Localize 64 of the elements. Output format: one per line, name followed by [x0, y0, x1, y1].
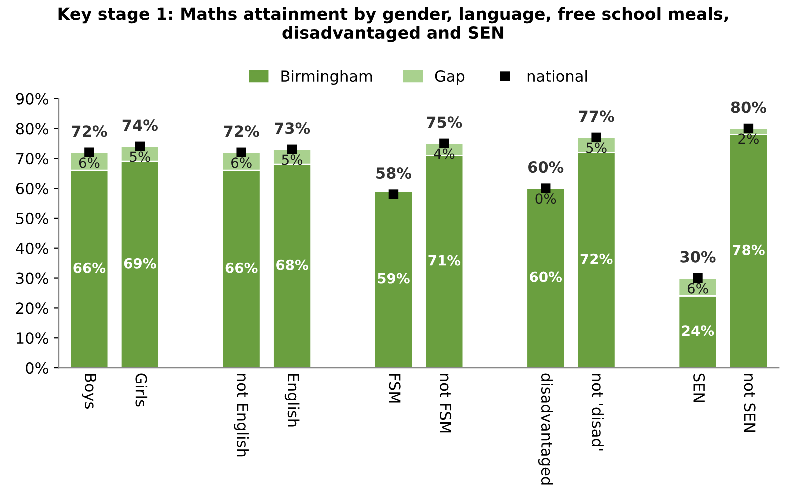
data-label: 60%	[528, 162, 564, 174]
data-label: 71%	[428, 255, 461, 266]
y-tick-label: 10%	[17, 332, 48, 344]
y-tick-label: 30%	[16, 272, 48, 284]
point	[388, 190, 399, 200]
data-label: 78%	[733, 244, 765, 256]
x-tick-label: not English	[234, 374, 249, 457]
y-tick-label: 40%	[16, 242, 48, 254]
x-tick-label: FSM	[389, 374, 401, 403]
y-tick-label: 70%	[16, 153, 48, 165]
y-tick-label: 20%	[16, 302, 48, 314]
data-label: 72%	[580, 254, 613, 264]
data-label: 30%	[680, 251, 716, 263]
legend-label: national	[528, 70, 588, 82]
bar	[526, 188, 566, 368]
data-label: 69%	[124, 258, 156, 269]
data-label: 74%	[122, 120, 158, 132]
y-tick-label: 50%	[16, 212, 48, 224]
data-label: 5%	[586, 142, 607, 154]
point	[135, 142, 146, 152]
y-tick-label: 90%	[16, 93, 48, 105]
data-label: 58%	[376, 168, 412, 180]
data-label: 66%	[226, 262, 258, 274]
legend-label: Gap	[435, 70, 465, 86]
y-tick-label: 60%	[16, 183, 48, 195]
x-tick-label: English	[284, 374, 300, 427]
x-tick-label: Girls	[136, 374, 148, 407]
x-tick-label: not SEN	[744, 374, 756, 432]
chart-title: Key stage 1: Maths attainment by gender, language, free school meals, disadvantaged and SEN	[58, 7, 728, 42]
x-tick-label: Boys	[82, 374, 96, 409]
x-tick-label: not FSM	[440, 374, 452, 433]
point	[440, 138, 450, 149]
data-label: 2%	[738, 134, 759, 144]
data-label: 5%	[282, 154, 303, 166]
point	[236, 148, 246, 158]
data-label: 75%	[427, 116, 462, 128]
data-label: 5%	[130, 152, 150, 162]
point	[84, 148, 94, 158]
x-tick-label: disadvantaged	[538, 374, 554, 485]
data-label: 80%	[731, 102, 766, 114]
data-label: 6%	[79, 158, 100, 168]
data-label: 6%	[688, 283, 708, 294]
data-label: 24%	[682, 326, 714, 336]
data-label: 0%	[536, 194, 556, 204]
data-label: 66%	[74, 262, 106, 274]
x-tick-label: SEN	[694, 374, 706, 402]
data-label: 77%	[579, 110, 614, 122]
point	[592, 132, 602, 143]
y-tick-label: 0%	[26, 362, 48, 374]
data-label: 72%	[72, 126, 108, 138]
data-label: 60%	[530, 272, 562, 282]
data-label: 68%	[276, 260, 308, 270]
point	[287, 144, 298, 155]
y-tick-label: 80%	[16, 123, 48, 135]
data-label: 6%	[232, 158, 252, 168]
legend-label: Birmingham	[282, 70, 372, 86]
data-label: 73%	[275, 122, 310, 134]
x-tick-label: not 'disad'	[592, 374, 604, 451]
bar	[374, 190, 414, 368]
point	[540, 184, 551, 194]
point	[693, 273, 703, 284]
data-label: 59%	[378, 273, 410, 284]
point	[744, 124, 754, 134]
data-label: 72%	[224, 126, 260, 138]
